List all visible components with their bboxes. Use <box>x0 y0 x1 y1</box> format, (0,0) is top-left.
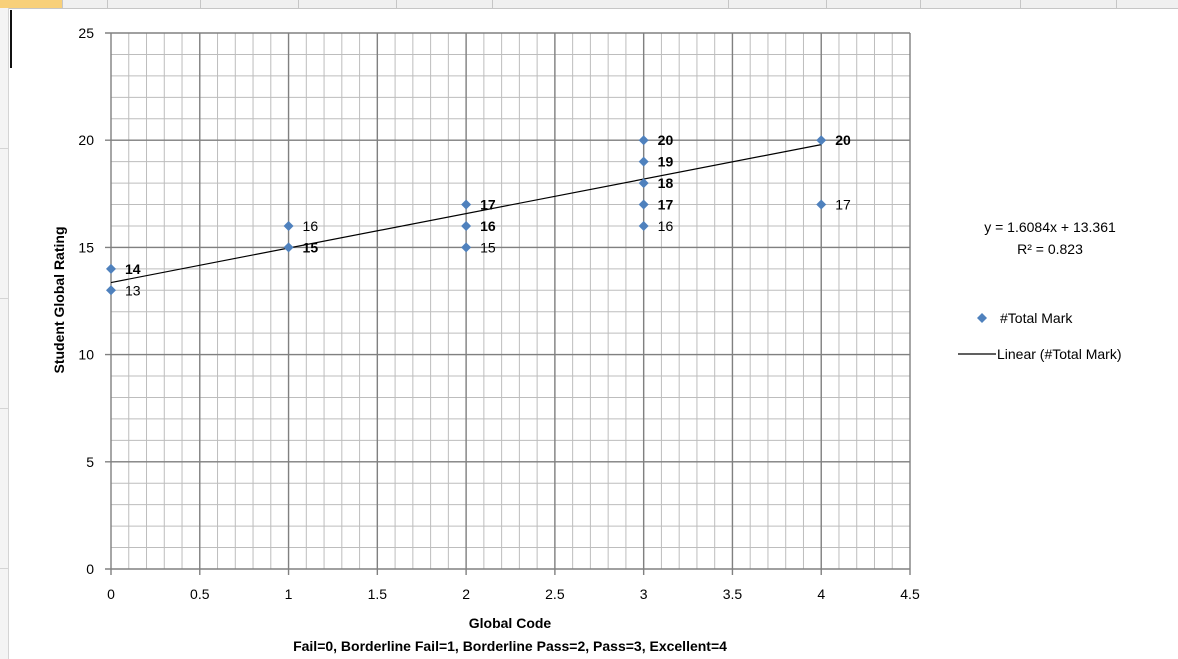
column-separator <box>107 0 108 8</box>
data-label: 20 <box>835 132 851 148</box>
x-tick-label: 4.5 <box>900 586 920 602</box>
column-separator <box>396 0 397 8</box>
row-separator <box>0 298 8 299</box>
trendline-r-squared: R² = 0.823 <box>1017 241 1083 257</box>
data-points <box>106 135 827 296</box>
column-separator <box>200 0 201 8</box>
data-point-diamond[interactable] <box>106 263 116 274</box>
data-point-diamond[interactable] <box>461 220 472 231</box>
y-tick-label: 0 <box>86 561 94 577</box>
data-point-diamond[interactable] <box>106 285 116 296</box>
x-tick-label: 4 <box>817 586 825 602</box>
data-label: 15 <box>303 239 319 255</box>
column-separator <box>298 0 299 8</box>
data-point-diamond[interactable] <box>283 242 294 253</box>
trendline-equation: y = 1.6084x + 13.361 <box>984 219 1116 235</box>
data-label: 15 <box>480 239 496 255</box>
column-separator <box>1020 0 1021 8</box>
minor-gridlines <box>110 32 911 570</box>
data-label: 16 <box>303 218 319 234</box>
x-tick-label: 1 <box>285 586 293 602</box>
data-label: 17 <box>480 197 496 213</box>
row-separator <box>0 568 8 569</box>
row-separator <box>0 148 8 149</box>
data-point-diamond[interactable] <box>638 220 649 231</box>
x-axis-subtitle: Fail=0, Borderline Fail=1, Borderline Pa… <box>293 638 727 654</box>
y-tick-label: 25 <box>78 25 94 41</box>
column-separator <box>492 0 493 8</box>
column-separator <box>826 0 827 8</box>
x-tick-labels: 0 0.5 1 1.5 2 2.5 3 3.5 4 4.5 <box>107 586 920 602</box>
column-separator <box>920 0 921 8</box>
data-point-diamond[interactable] <box>461 242 472 253</box>
y-tick-label: 20 <box>78 132 94 148</box>
legend-diamond-icon <box>977 313 987 323</box>
data-label: 18 <box>658 175 674 191</box>
column-header-strip[interactable] <box>0 0 1178 9</box>
data-labels: 14 13 16 15 17 16 15 20 19 18 17 16 20 17 <box>125 132 851 298</box>
column-separator <box>1116 0 1117 8</box>
selected-column-header[interactable] <box>0 0 63 8</box>
column-separator <box>728 0 729 8</box>
y-tick-labels: 0 5 10 15 20 25 <box>78 25 94 577</box>
data-label: 20 <box>658 132 674 148</box>
data-point-diamond[interactable] <box>638 156 649 167</box>
data-label: 16 <box>658 218 674 234</box>
x-tick-label: 2 <box>462 586 470 602</box>
row-separator <box>0 408 8 409</box>
x-tick-label: 2.5 <box>545 586 565 602</box>
data-point-diamond[interactable] <box>816 199 827 210</box>
y-tick-label: 15 <box>78 239 94 255</box>
x-tick-label: 3 <box>640 586 648 602</box>
legend-item-linear[interactable]: Linear (#Total Mark) <box>958 346 1122 362</box>
trendline <box>110 144 822 284</box>
legend-label-total-mark: #Total Mark <box>1000 310 1073 326</box>
cell-selection-border <box>10 10 12 68</box>
data-point-diamond[interactable] <box>638 199 649 210</box>
x-tick-label: 3.5 <box>723 586 743 602</box>
x-tick-label: 0.5 <box>190 586 210 602</box>
y-tick-label: 10 <box>78 347 94 363</box>
data-label: 19 <box>658 154 674 170</box>
major-gridlines <box>105 32 911 575</box>
data-label: 17 <box>835 197 851 213</box>
data-point-diamond[interactable] <box>638 178 649 189</box>
data-point-diamond[interactable] <box>461 199 472 210</box>
x-tick-label: 0 <box>107 586 115 602</box>
row-header-strip[interactable] <box>0 8 9 659</box>
y-tick-label: 5 <box>86 454 94 470</box>
data-point-diamond[interactable] <box>816 135 827 146</box>
x-tick-label: 1.5 <box>368 586 388 602</box>
data-label: 13 <box>125 282 141 298</box>
data-label: 16 <box>480 218 496 234</box>
legend-label-linear: Linear (#Total Mark) <box>997 346 1122 362</box>
y-axis-title: Student Global Rating <box>51 227 67 374</box>
data-point-diamond[interactable] <box>638 135 649 146</box>
data-label: 17 <box>658 197 674 213</box>
legend-item-total-mark[interactable]: #Total Mark <box>977 310 1073 326</box>
legend[interactable]: #Total Mark Linear (#Total Mark) <box>958 310 1122 362</box>
x-axis-title: Global Code <box>469 615 552 631</box>
data-point-diamond[interactable] <box>283 220 294 231</box>
data-label: 14 <box>125 261 141 277</box>
